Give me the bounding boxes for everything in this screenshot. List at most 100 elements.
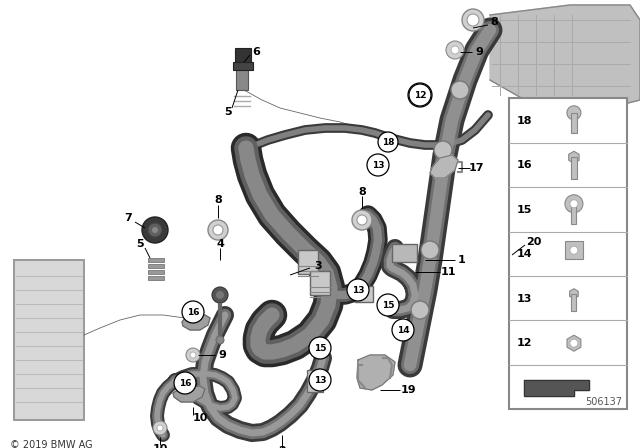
Text: 14: 14 (517, 249, 532, 259)
Text: 6: 6 (252, 47, 260, 57)
Circle shape (467, 14, 479, 26)
Text: 18: 18 (381, 138, 394, 146)
Text: 1: 1 (458, 255, 466, 265)
Text: 7: 7 (124, 213, 132, 223)
Text: 16: 16 (187, 307, 199, 316)
Text: 12: 12 (413, 90, 426, 99)
Text: 5: 5 (224, 107, 232, 117)
Text: 19: 19 (400, 385, 416, 395)
Circle shape (190, 352, 196, 358)
Circle shape (208, 220, 228, 240)
Circle shape (153, 421, 167, 435)
Text: 18: 18 (517, 116, 532, 126)
Text: 20: 20 (526, 237, 541, 247)
Text: 8: 8 (490, 17, 498, 27)
Bar (572, 294, 577, 311)
Polygon shape (569, 151, 579, 163)
Circle shape (182, 301, 204, 323)
Circle shape (148, 223, 162, 237)
Circle shape (186, 348, 200, 362)
Circle shape (347, 279, 369, 301)
Bar (509, 98, 627, 409)
Circle shape (434, 141, 452, 159)
Bar (355, 286, 373, 302)
Polygon shape (430, 155, 458, 178)
Bar (571, 113, 577, 133)
Bar (148, 276, 164, 280)
Circle shape (570, 200, 578, 208)
Bar (148, 264, 164, 268)
Bar (148, 258, 164, 262)
Polygon shape (524, 380, 589, 396)
Text: 13: 13 (314, 375, 326, 384)
Circle shape (411, 301, 429, 319)
Circle shape (570, 339, 578, 347)
Circle shape (378, 132, 398, 152)
Text: 15: 15 (517, 205, 532, 215)
Text: 9: 9 (475, 47, 483, 57)
Text: 12: 12 (414, 90, 426, 99)
Polygon shape (357, 355, 395, 390)
Circle shape (174, 372, 196, 394)
Text: 8: 8 (358, 187, 366, 197)
Text: 16: 16 (179, 379, 191, 388)
Text: © 2019 BMW AG: © 2019 BMW AG (10, 440, 93, 448)
Circle shape (309, 337, 331, 359)
Circle shape (157, 425, 163, 431)
Circle shape (451, 46, 459, 54)
Text: 4: 4 (216, 239, 224, 249)
Text: 10: 10 (152, 444, 168, 448)
Circle shape (309, 369, 331, 391)
Circle shape (212, 287, 228, 303)
Text: 2: 2 (278, 446, 286, 448)
Text: 15: 15 (314, 344, 326, 353)
Circle shape (570, 246, 578, 254)
Bar (236, 68, 248, 90)
Text: 12: 12 (517, 338, 532, 348)
Circle shape (357, 215, 367, 225)
Bar (148, 270, 164, 274)
Circle shape (377, 294, 399, 316)
Circle shape (446, 41, 464, 59)
Text: 10: 10 (192, 413, 208, 423)
Circle shape (408, 83, 432, 107)
Bar (310, 271, 330, 295)
Circle shape (213, 225, 223, 235)
Circle shape (421, 241, 439, 259)
Text: 14: 14 (397, 326, 410, 335)
Text: 13: 13 (352, 285, 364, 294)
Bar (392, 244, 417, 262)
Bar (298, 250, 318, 274)
Polygon shape (490, 5, 640, 120)
Polygon shape (570, 289, 579, 299)
Polygon shape (518, 230, 580, 315)
Text: 9: 9 (218, 350, 226, 360)
Bar (14, 260, 84, 420)
Text: 13: 13 (372, 160, 384, 169)
Polygon shape (567, 335, 581, 351)
Circle shape (216, 336, 224, 344)
Text: 3: 3 (314, 261, 322, 271)
Text: 506137: 506137 (585, 397, 622, 407)
Polygon shape (173, 386, 205, 402)
Circle shape (409, 84, 431, 106)
Text: 15: 15 (381, 301, 394, 310)
Circle shape (567, 106, 581, 120)
Circle shape (367, 154, 389, 176)
Text: 8: 8 (214, 195, 222, 205)
Bar (571, 157, 577, 179)
Text: 17: 17 (468, 163, 484, 173)
Circle shape (352, 210, 372, 230)
Circle shape (392, 319, 414, 341)
Circle shape (462, 9, 484, 31)
Bar (235, 48, 251, 68)
Circle shape (142, 217, 168, 243)
Polygon shape (182, 315, 210, 330)
Circle shape (152, 227, 158, 233)
Text: 11: 11 (440, 267, 456, 277)
Circle shape (451, 81, 469, 99)
Text: 16: 16 (517, 160, 532, 170)
Text: 13: 13 (517, 294, 532, 304)
Circle shape (565, 195, 583, 213)
Bar (565, 241, 583, 259)
